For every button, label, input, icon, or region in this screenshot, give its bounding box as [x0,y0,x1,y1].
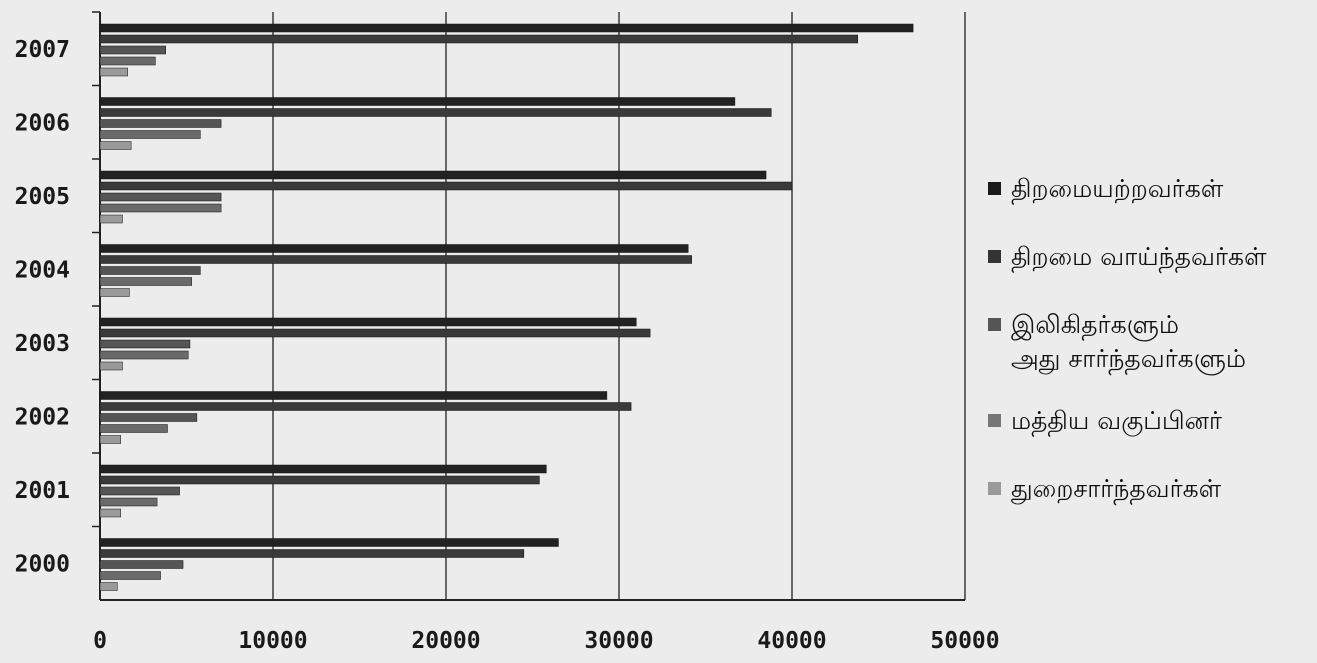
bar [99,497,158,507]
legend-swatch-skilled [988,250,1001,263]
bar [99,328,651,338]
legend-label-clerical: இலிகிதர்களும் அது சார்ந்தவர்களும் [1011,308,1246,376]
legend-label-skilled: திறமை வாய்ந்தவர்கள் [1011,242,1267,271]
bar [99,475,540,485]
bar [99,560,184,569]
bar [99,361,123,371]
bar [99,119,222,128]
legend-label-clerical-line1: இலிகிதர்களும் [1011,310,1179,339]
bar [99,424,168,433]
y-tick-label: 2002 [15,404,70,430]
bar [99,214,123,224]
bar [99,317,637,327]
y-tick-label: 2007 [15,37,70,63]
bar [99,141,132,150]
bar [99,582,118,591]
bar [99,339,191,349]
bar [99,45,166,55]
bar [99,571,161,580]
legend: திறமையற்றவர்கள் திறமை வாய்ந்தவர்கள் இலிக… [988,172,1308,540]
legend-swatch-middle-class [988,414,1001,427]
bar [99,508,122,518]
bar [99,486,180,496]
bar [99,288,130,297]
y-tick-labels: 2000 2001 2002 2003 2004 2005 2006 2007 [15,37,70,578]
legend-item-professional: துறைசார்ந்தவர்கள் [988,472,1308,540]
y-tick-label: 2001 [15,478,70,504]
bar [99,350,189,360]
y-tick-label: 2005 [15,184,70,210]
bar [99,108,772,117]
x-tick-label: 30000 [584,628,653,654]
bars [99,23,914,591]
bar [99,203,222,213]
bar [99,97,736,106]
y-tick-label: 2003 [15,331,70,357]
bar [99,34,858,44]
bar [99,130,201,139]
x-tick-label: 40000 [757,628,826,654]
bar [99,435,122,444]
bar [99,181,793,191]
x-tick-label: 10000 [238,628,307,654]
bar [99,391,608,400]
bar [99,464,547,474]
bar [99,56,156,66]
legend-swatch-clerical [988,318,1001,331]
bar [99,244,689,253]
bar [99,170,767,180]
bar [99,538,559,547]
legend-label-unskilled: திறமையற்றவர்கள் [1011,174,1224,203]
bar [99,549,525,558]
x-tick-label: 50000 [930,628,999,654]
y-tick-label: 2006 [15,110,70,136]
x-tick-label: 0 [93,628,107,654]
bar [99,413,198,422]
bar [99,277,192,286]
bar [99,23,914,33]
legend-swatch-unskilled [988,182,1001,195]
bar [99,266,201,275]
x-tick-labels: 0 10000 20000 30000 40000 50000 [93,628,1000,654]
legend-item-clerical: இலிகிதர்களும் அது சார்ந்தவர்களும் [988,308,1308,404]
bar [99,402,632,411]
bar [99,67,128,77]
legend-label-clerical-line2: அது சார்ந்தவர்களும் [1011,344,1247,373]
legend-label-middle-class: மத்திய வகுப்பினர் [1011,406,1222,435]
bar [99,255,692,264]
legend-item-unskilled: திறமையற்றவர்கள் [988,172,1308,240]
bar [99,192,222,202]
legend-item-skilled: திறமை வாய்ந்தவர்கள் [988,240,1308,308]
legend-label-professional: துறைசார்ந்தவர்கள் [1011,474,1222,503]
y-tick-label: 2000 [15,551,70,577]
x-tick-label: 20000 [411,628,480,654]
legend-swatch-professional [988,482,1001,495]
y-tick-label: 2004 [15,257,70,283]
legend-item-middle-class: மத்திய வகுப்பினர் [988,404,1308,472]
